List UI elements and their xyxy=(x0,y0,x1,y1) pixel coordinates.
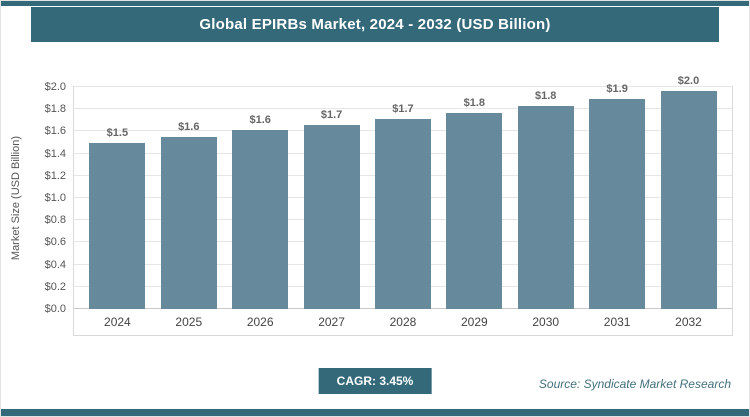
bar-column: $1.5 xyxy=(89,126,146,309)
x-axis-label: 2025 xyxy=(175,315,203,329)
y-axis-title: Market Size (USD Billion) xyxy=(10,135,22,261)
bar-value-label: $1.9 xyxy=(606,83,628,96)
bar-value-label: $1.6 xyxy=(178,120,200,133)
y-tick-label: $2.0 xyxy=(44,81,66,93)
bars-region: Market Size (USD Billion) $0.0 $0.2 $0.4 $0… xyxy=(10,75,732,315)
bar xyxy=(517,105,574,309)
bar-column: $2.0 xyxy=(660,75,717,309)
bar-value-label: $1.6 xyxy=(249,114,271,127)
x-axis-label: 2024 xyxy=(104,315,131,329)
bar-column: $1.8 xyxy=(446,96,503,309)
bar-column: $1.6 xyxy=(232,114,289,309)
y-tick-label: $1.8 xyxy=(44,103,66,116)
x-axis-label: 2027 xyxy=(318,315,345,329)
bar-value-label: $2.0 xyxy=(677,75,700,88)
bar-value-label: $1.8 xyxy=(463,96,486,109)
bar xyxy=(446,112,503,309)
chart-plot-area: Market Size (USD Billion) $0.0 $0.2 $0.4 $0… xyxy=(10,75,733,336)
y-tick-label: $0.6 xyxy=(44,236,66,249)
bar-value-label: $1.8 xyxy=(535,89,557,102)
cagr-badge: CAGR: 3.45% xyxy=(318,368,432,394)
x-axis-label: 2031 xyxy=(603,315,631,329)
bar-column: $1.8 xyxy=(517,89,574,309)
bottom-border-strip xyxy=(1,409,749,416)
bar-column: $1.9 xyxy=(589,83,646,309)
gridline xyxy=(74,108,732,110)
chart-title-band: Global EPIRBs Market, 2024 - 2032 (USD B… xyxy=(31,7,719,42)
bar-value-label: $1.7 xyxy=(320,108,343,121)
chart-title: Global EPIRBs Market, 2024 - 2032 (USD B… xyxy=(199,16,551,33)
y-tick-label: $1.6 xyxy=(44,125,66,138)
bar xyxy=(660,91,717,309)
bar-value-label: $1.5 xyxy=(106,126,129,139)
bar xyxy=(160,136,217,309)
x-axis-labels-row: 2024 2025 2026 2027 2028 2029 2030 2031 2032 xyxy=(74,309,732,335)
bar-column: $1.7 xyxy=(374,103,431,309)
bar xyxy=(589,99,646,309)
bar xyxy=(89,142,146,309)
bar-column: $1.6 xyxy=(160,120,217,309)
y-tick-label: $0.0 xyxy=(44,303,66,315)
y-tick-label: $0.8 xyxy=(44,214,66,227)
x-axis-label: 2029 xyxy=(460,315,488,329)
gridline xyxy=(74,86,732,87)
y-tick-label: $0.4 xyxy=(44,258,66,271)
x-axis-label: 2030 xyxy=(532,315,560,329)
y-tick-label: $1.4 xyxy=(44,147,66,160)
bar xyxy=(374,119,431,309)
source-attribution: Source: Syndicate Market Research xyxy=(538,377,731,391)
y-tick-label: $0.2 xyxy=(44,280,66,293)
x-axis-label: 2026 xyxy=(246,315,274,329)
y-tick-label: $1.0 xyxy=(44,192,66,204)
x-axis-label: 2028 xyxy=(389,315,417,329)
y-axis-title-box: Market Size (USD Billion) xyxy=(8,87,24,309)
chart-footer: CAGR: 3.45% Source: Syndicate Market Res… xyxy=(1,368,749,416)
top-border-strip xyxy=(1,1,749,6)
bar xyxy=(303,124,360,309)
y-tick-label: $1.2 xyxy=(44,169,66,182)
bar xyxy=(232,130,289,309)
x-axis-label: 2032 xyxy=(675,315,702,329)
bar-column: $1.7 xyxy=(303,108,360,309)
bar-value-label: $1.7 xyxy=(392,103,414,116)
